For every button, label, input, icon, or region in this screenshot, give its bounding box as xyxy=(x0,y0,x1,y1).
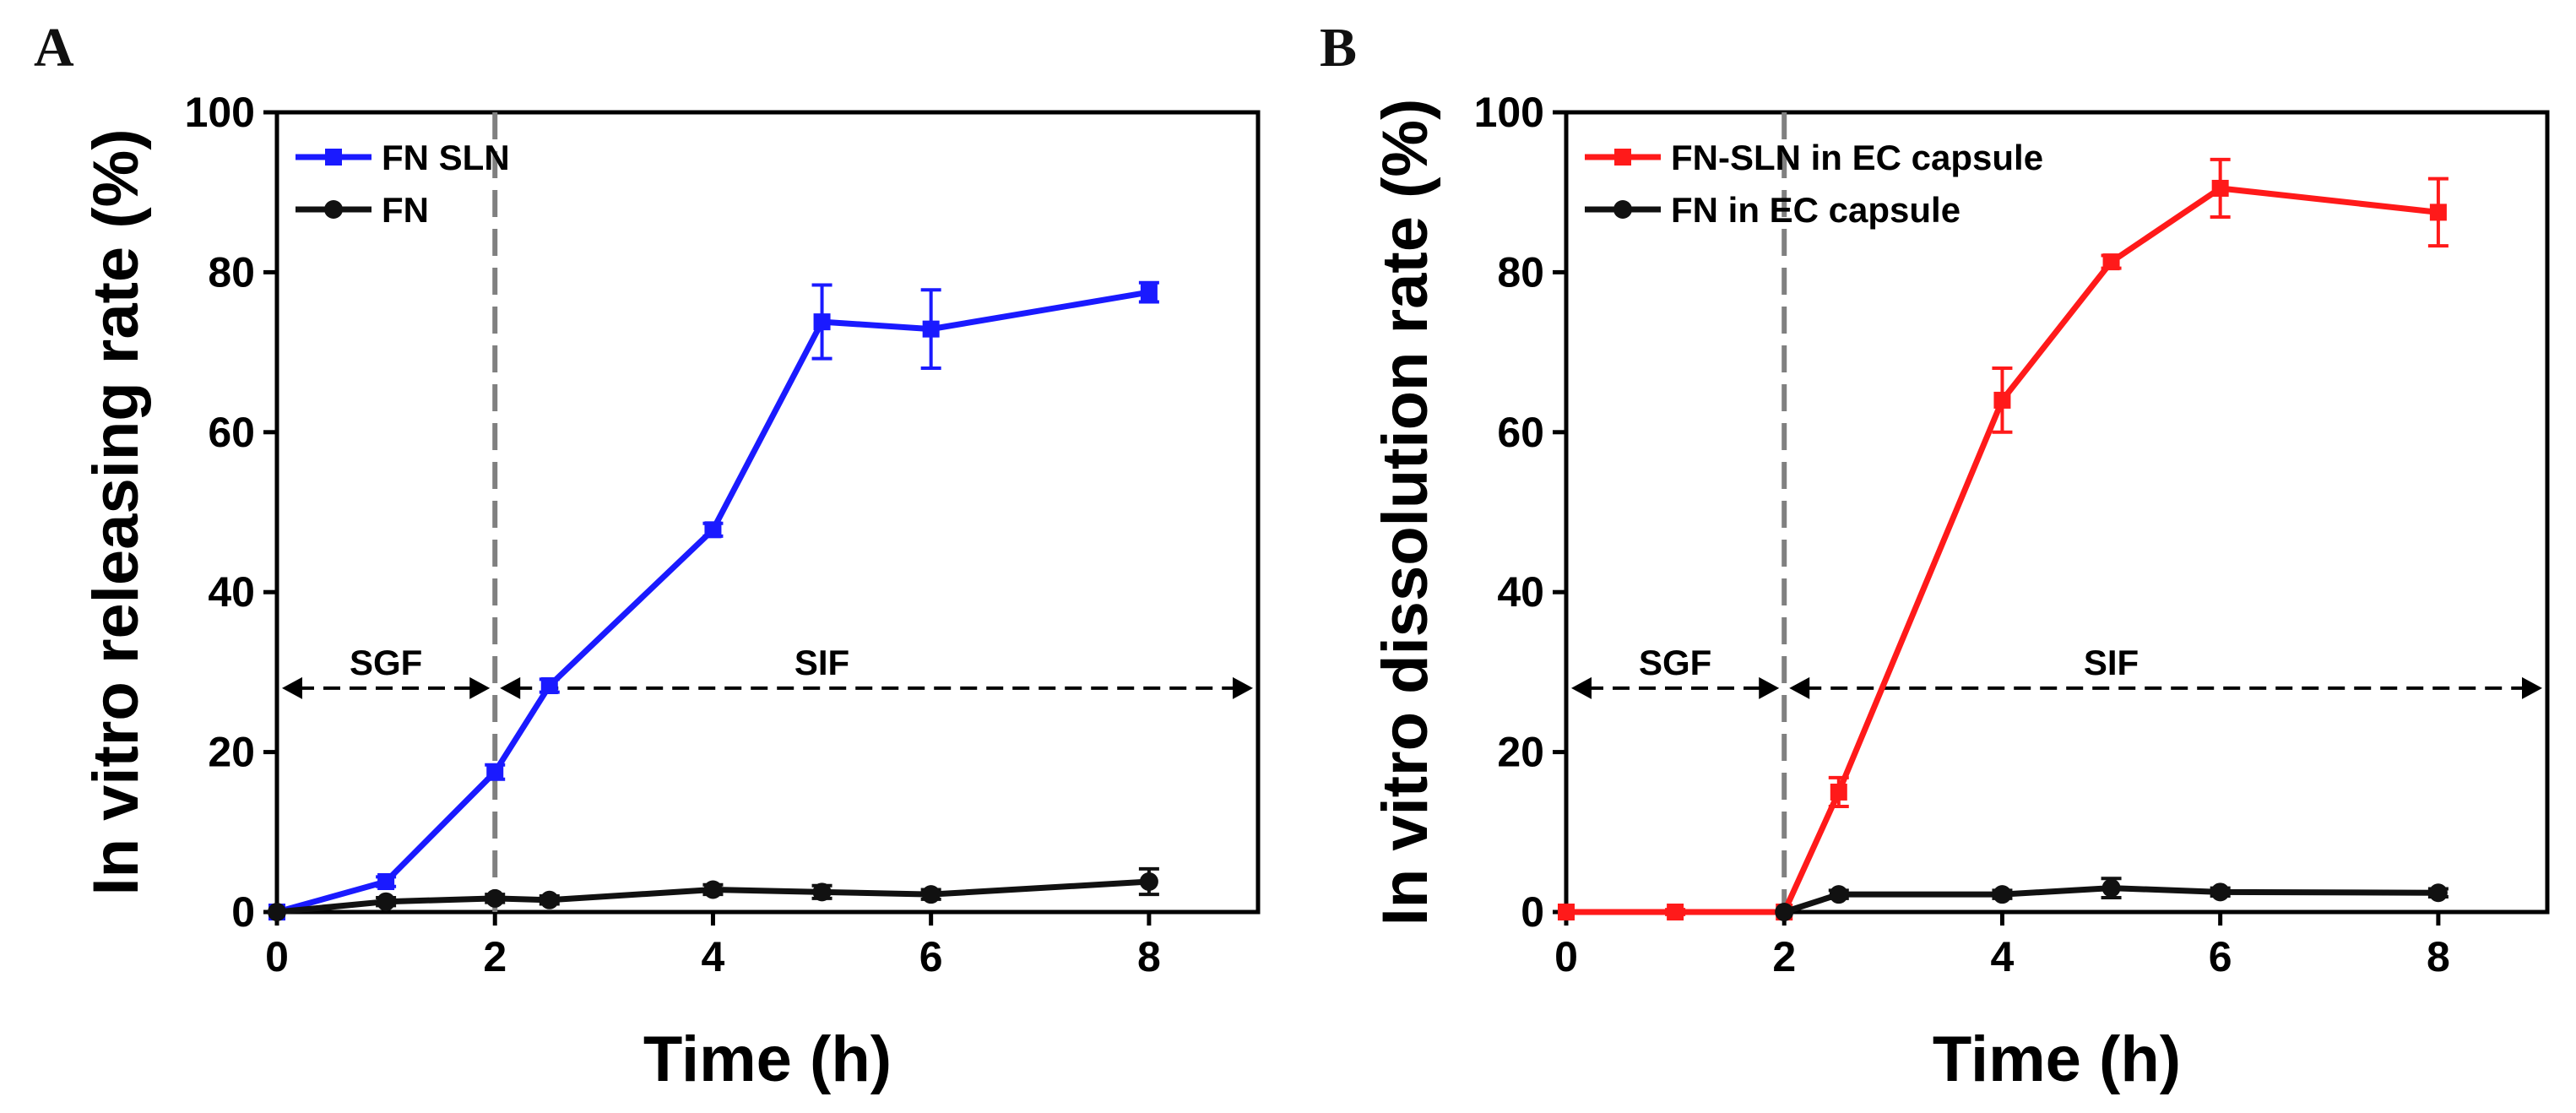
data-point xyxy=(1558,904,1575,920)
legend-entry: FN xyxy=(296,190,429,230)
phase-arrow-sgf: SGF xyxy=(1571,643,1780,699)
data-point xyxy=(1830,783,1847,801)
y-axis-title: In vitro dissolution rate (%) xyxy=(1369,99,1441,926)
data-point xyxy=(1775,903,1794,921)
x-tick-label: 0 xyxy=(1554,933,1578,980)
chart-panel-a: 0 20 40 60 80 100 0 2 4 6 8 Time (h) In vitro releas… xyxy=(80,89,1261,1095)
x-axis-title: Time (h) xyxy=(643,1023,892,1095)
arrowhead-right-icon xyxy=(2522,676,2542,699)
plot-frame xyxy=(274,110,1261,915)
x-tick-label: 8 xyxy=(2427,933,2450,980)
legend-circle-marker-icon xyxy=(1613,200,1632,219)
data-point xyxy=(540,890,559,909)
y-tick-label: 80 xyxy=(1497,248,1544,296)
data-point xyxy=(2428,883,2448,903)
y-tick-label: 0 xyxy=(1521,888,1544,936)
panel-letter-a: A xyxy=(34,17,74,79)
data-point xyxy=(268,903,286,921)
x-tick-label: 4 xyxy=(1991,933,2015,980)
data-point xyxy=(485,888,505,908)
series-fn-in-ec-capsule xyxy=(1775,877,2449,921)
arrowhead-left-icon xyxy=(282,676,302,699)
phase-arrow-sif: SIF xyxy=(1789,643,2542,699)
x-tick-label: 0 xyxy=(265,933,289,980)
data-point xyxy=(2102,253,2120,271)
data-point xyxy=(1993,391,2011,409)
arrowhead-right-icon xyxy=(1233,676,1253,699)
data-point xyxy=(1140,284,1158,301)
data-point xyxy=(486,763,504,781)
arrowhead-right-icon xyxy=(469,676,491,699)
phase-label: SGF xyxy=(350,643,422,682)
x-tick-label: 4 xyxy=(702,933,725,980)
data-point xyxy=(377,873,395,891)
data-point xyxy=(2429,204,2447,221)
data-point xyxy=(540,676,558,694)
series-line xyxy=(276,878,1150,915)
x-tick-label: 2 xyxy=(1772,933,1796,980)
legend-label: FN SLN xyxy=(382,138,510,177)
y-tick-label: 60 xyxy=(1497,409,1544,456)
x-tick-label: 6 xyxy=(2209,933,2232,980)
legend-label: FN xyxy=(382,190,429,230)
y-tick-label: 80 xyxy=(208,248,255,296)
data-point xyxy=(377,892,396,911)
arrowhead-right-icon xyxy=(1759,676,1780,699)
chart-panel-b: 0 20 40 60 80 100 0 2 4 6 8 Time (h) In vitro dissol… xyxy=(1369,89,2550,1095)
data-point xyxy=(921,885,941,904)
data-point xyxy=(703,880,723,899)
panel-letter-b: B xyxy=(1320,17,1357,79)
y-tick-label: 40 xyxy=(1497,568,1544,616)
legend-label: FN in EC capsule xyxy=(1671,190,1960,230)
legend-circle-marker-icon xyxy=(324,200,343,219)
series-fn-sln xyxy=(268,280,1159,920)
legend-entry: FN-SLN in EC capsule xyxy=(1585,138,2043,177)
y-tick-label: 0 xyxy=(231,888,255,936)
y-tick-label: 20 xyxy=(208,729,255,776)
y-tick-label: 100 xyxy=(1474,89,1544,136)
data-point xyxy=(1829,885,1848,904)
data-point xyxy=(2210,882,2230,902)
plot-frame xyxy=(1564,110,2550,915)
data-point xyxy=(813,313,831,331)
data-point xyxy=(2211,179,2229,197)
y-tick-label: 100 xyxy=(185,89,255,136)
x-tick-label: 2 xyxy=(483,933,507,980)
legend-entry: FN in EC capsule xyxy=(1585,190,1960,230)
y-tick-label: 40 xyxy=(208,568,255,616)
data-point xyxy=(1667,904,1684,920)
arrowhead-left-icon xyxy=(500,676,521,699)
phase-label: SGF xyxy=(1639,643,1711,682)
data-point xyxy=(1993,885,2012,904)
y-tick-label: 60 xyxy=(208,409,255,456)
data-point xyxy=(922,320,940,338)
series-fn-sln-in-ec-capsule xyxy=(1558,157,2449,920)
x-tick-label: 8 xyxy=(1137,933,1161,980)
x-tick-label: 6 xyxy=(919,933,943,980)
arrowhead-left-icon xyxy=(1571,676,1592,699)
legend-square-marker-icon xyxy=(325,149,342,166)
legend-label: FN-SLN in EC capsule xyxy=(1671,138,2043,177)
phase-label: SIF xyxy=(794,643,849,682)
series-fn xyxy=(268,866,1159,921)
arrowhead-left-icon xyxy=(1789,676,1810,699)
data-point xyxy=(812,882,832,902)
series-line xyxy=(1566,185,2439,915)
data-point xyxy=(704,521,722,539)
y-tick-label: 20 xyxy=(1497,729,1544,776)
y-axis-title: In vitro releasing rate (%) xyxy=(80,128,152,895)
data-point xyxy=(1139,872,1158,892)
phase-label: SIF xyxy=(2084,643,2139,682)
x-axis-title: Time (h) xyxy=(1933,1023,2181,1095)
legend-square-marker-icon xyxy=(1614,149,1631,166)
legend-entry: FN SLN xyxy=(296,138,510,177)
data-point xyxy=(2101,878,2121,898)
phase-arrow-sif: SIF xyxy=(500,643,1253,699)
series-line xyxy=(276,289,1150,915)
phase-arrow-sgf: SGF xyxy=(282,643,491,699)
